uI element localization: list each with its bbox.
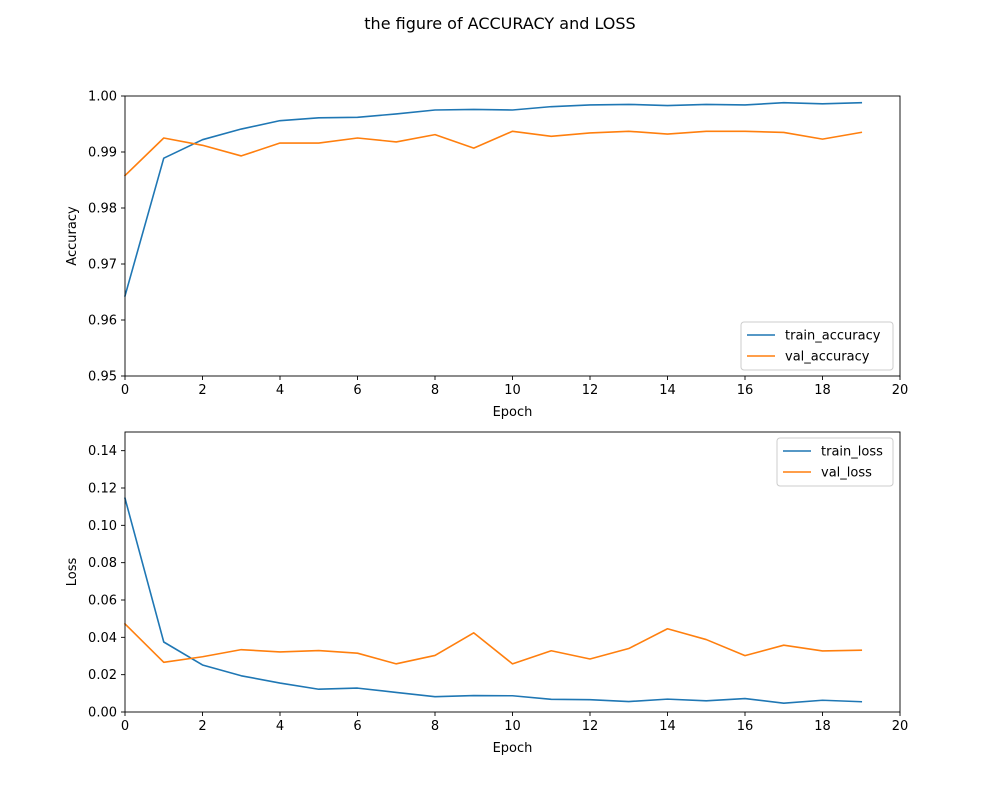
accuracy-chart: 0 2 4 6 8 10 12 14 16 18 20 0.95 0.96 0.97 0.98 0.99 1.0… xyxy=(65,90,908,421)
loss-x-tick-label: 2 xyxy=(198,719,206,734)
accuracy-y-tick-label: 0.98 xyxy=(88,202,117,217)
loss-x-tick-label: 4 xyxy=(276,719,284,734)
accuracy-legend-label-train-accuracy: train_accuracy xyxy=(785,329,881,344)
accuracy-x-tick-label: 16 xyxy=(737,383,754,398)
accuracy-x-tick-label: 10 xyxy=(504,383,521,398)
accuracy-y-tick-label: 0.97 xyxy=(88,258,117,273)
loss-y-tick-label: 0.00 xyxy=(88,706,117,721)
accuracy-x-tick-label: 14 xyxy=(659,383,676,398)
accuracy-x-tick-label: 2 xyxy=(198,383,206,398)
loss-y-tick-label: 0.12 xyxy=(88,482,117,497)
accuracy-series-line-val-accuracy xyxy=(123,130,863,177)
loss-legend-label-val-loss: val_loss xyxy=(821,466,872,481)
loss-x-tick-label: 6 xyxy=(353,719,361,734)
loss-x-axis-label: Epoch xyxy=(493,741,533,756)
loss-y-tick-label: 0.10 xyxy=(88,519,117,534)
accuracy-legend-box xyxy=(740,321,894,371)
accuracy-x-tick-label: 8 xyxy=(431,383,439,398)
loss-x-tick-label: 16 xyxy=(737,719,754,734)
loss-x-tick-label: 14 xyxy=(659,719,676,734)
accuracy-y-tick-label: 0.95 xyxy=(88,370,117,385)
loss-x-tick-label: 8 xyxy=(431,719,439,734)
loss-chart: 0 2 4 6 8 10 12 14 16 18 20 0.00 0.02 0.04 0.06 0.08 0.1… xyxy=(65,431,909,756)
accuracy-x-tick-label: 0 xyxy=(121,383,129,398)
accuracy-x-tick-label: 12 xyxy=(582,383,599,398)
loss-x-tick-label: 10 xyxy=(504,719,521,734)
loss-y-tick-label: 0.04 xyxy=(88,631,117,646)
loss-y-tick-label: 0.02 xyxy=(88,668,117,683)
loss-series-line-val-loss xyxy=(123,622,863,665)
accuracy-y-tick-label: 0.96 xyxy=(88,314,117,329)
loss-legend: train_loss val_loss xyxy=(776,437,894,487)
accuracy-y-axis-label: Accuracy xyxy=(65,206,80,266)
accuracy-x-tick-label: 6 xyxy=(353,383,361,398)
accuracy-legend-label-val-accuracy: val_accuracy xyxy=(785,350,870,365)
accuracy-x-tick-label: 20 xyxy=(892,383,909,398)
loss-series-line-train-loss xyxy=(124,497,863,705)
accuracy-x-tick-label: 18 xyxy=(814,383,831,398)
accuracy-legend: train_accuracy val_accuracy xyxy=(740,321,894,371)
loss-x-tick-label: 12 xyxy=(582,719,599,734)
loss-y-axis-label: Loss xyxy=(65,558,80,587)
loss-x-tick-label: 18 xyxy=(814,719,831,734)
accuracy-y-tick-label: 0.99 xyxy=(88,146,117,161)
accuracy-x-tick-label: 4 xyxy=(276,383,284,398)
loss-legend-label-train-loss: train_loss xyxy=(821,445,883,460)
loss-x-tick-label: 20 xyxy=(892,719,909,734)
loss-legend-box xyxy=(776,437,894,487)
loss-x-tick-label: 0 xyxy=(121,719,129,734)
accuracy-y-tick-label: 1.00 xyxy=(88,90,117,105)
loss-y-tick-label: 0.06 xyxy=(88,594,117,609)
accuracy-series-line-train-accuracy xyxy=(124,101,863,297)
loss-y-tick-label: 0.14 xyxy=(88,444,117,459)
accuracy-x-axis-label: Epoch xyxy=(493,405,533,420)
loss-y-tick-label: 0.08 xyxy=(88,556,117,571)
figure-title: the figure of ACCURACY and LOSS xyxy=(364,14,635,33)
